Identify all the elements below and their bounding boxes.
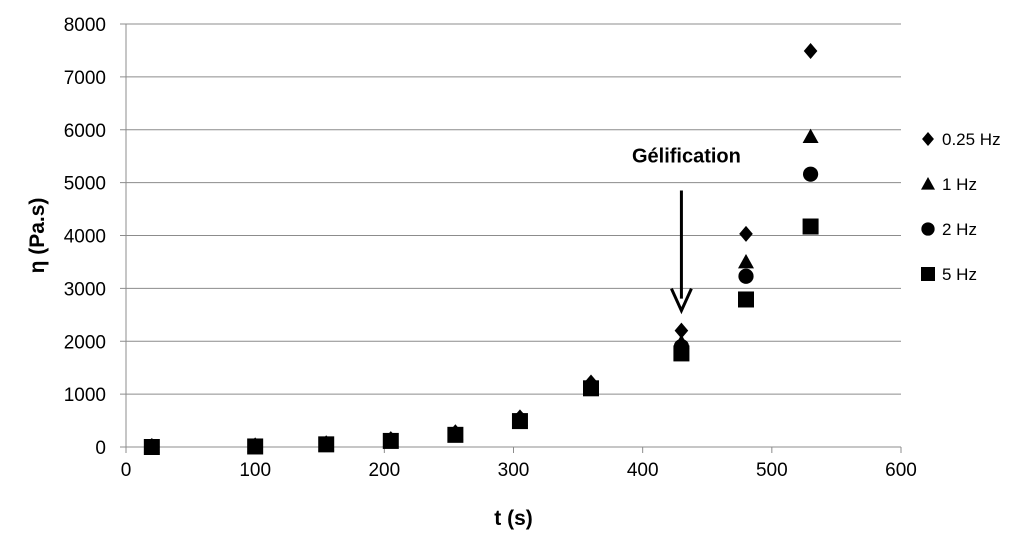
annotation-label: Gélification bbox=[632, 146, 741, 168]
square-point bbox=[382, 432, 399, 449]
square-point bbox=[738, 291, 754, 308]
x-tick-label: 600 bbox=[885, 460, 917, 481]
x-axis-title: t (s) bbox=[494, 507, 533, 530]
x-tick-label: 300 bbox=[498, 460, 530, 481]
diamond-point bbox=[739, 225, 753, 242]
y-tick-label: 3000 bbox=[64, 279, 106, 300]
legend-circle-icon bbox=[921, 222, 935, 236]
y-tick-label: 1000 bbox=[64, 385, 106, 406]
square-point bbox=[247, 438, 264, 455]
legend-triangle-icon bbox=[921, 177, 935, 190]
square-point bbox=[583, 380, 599, 397]
y-tick-label: 7000 bbox=[64, 68, 106, 89]
axes bbox=[120, 23, 902, 453]
triangle-point bbox=[802, 128, 819, 144]
x-tick-labels: 0 100 200 300 400 500 600 bbox=[121, 460, 917, 481]
diamond-point bbox=[674, 322, 689, 339]
x-tick-label: 100 bbox=[239, 460, 271, 481]
data-points bbox=[143, 42, 819, 455]
square-point bbox=[447, 426, 464, 443]
legend-label: 0.25 Hz bbox=[942, 130, 1001, 149]
x-tick-label: 0 bbox=[121, 460, 132, 481]
y-tick-label: 0 bbox=[95, 438, 106, 459]
y-tick-labels: 0 1000 2000 3000 4000 5000 6000 7000 8000 bbox=[64, 15, 106, 459]
legend-label: 5 Hz bbox=[942, 265, 977, 284]
square-point bbox=[318, 436, 335, 453]
annotation-arrowhead bbox=[670, 287, 693, 315]
annotation: Gélification bbox=[632, 146, 741, 315]
x-tick-label: 400 bbox=[627, 460, 659, 481]
triangle-point bbox=[738, 253, 754, 269]
legend: 0.25 Hz 1 Hz 2 Hz 5 Hz bbox=[921, 130, 1001, 284]
y-axis-title: η (Pa.s) bbox=[26, 198, 49, 274]
y-tick-label: 4000 bbox=[64, 227, 106, 248]
x-tick-label: 500 bbox=[756, 460, 788, 481]
y-tick-label: 5000 bbox=[64, 174, 106, 195]
circle-point bbox=[738, 268, 754, 284]
legend-diamond-icon bbox=[922, 132, 934, 146]
grid-lines bbox=[126, 23, 901, 395]
square-point bbox=[673, 345, 690, 362]
y-tick-label: 6000 bbox=[64, 121, 106, 142]
square-point bbox=[802, 218, 819, 235]
circle-point bbox=[802, 166, 819, 182]
y-tick-label: 2000 bbox=[64, 332, 106, 353]
legend-square-icon bbox=[921, 267, 935, 281]
legend-label: 1 Hz bbox=[942, 175, 977, 194]
square-point bbox=[511, 413, 528, 430]
square-point bbox=[143, 439, 160, 455]
x-tick-label: 200 bbox=[368, 460, 400, 481]
legend-label: 2 Hz bbox=[942, 220, 977, 239]
diamond-point bbox=[803, 42, 818, 59]
y-tick-label: 8000 bbox=[64, 15, 106, 36]
